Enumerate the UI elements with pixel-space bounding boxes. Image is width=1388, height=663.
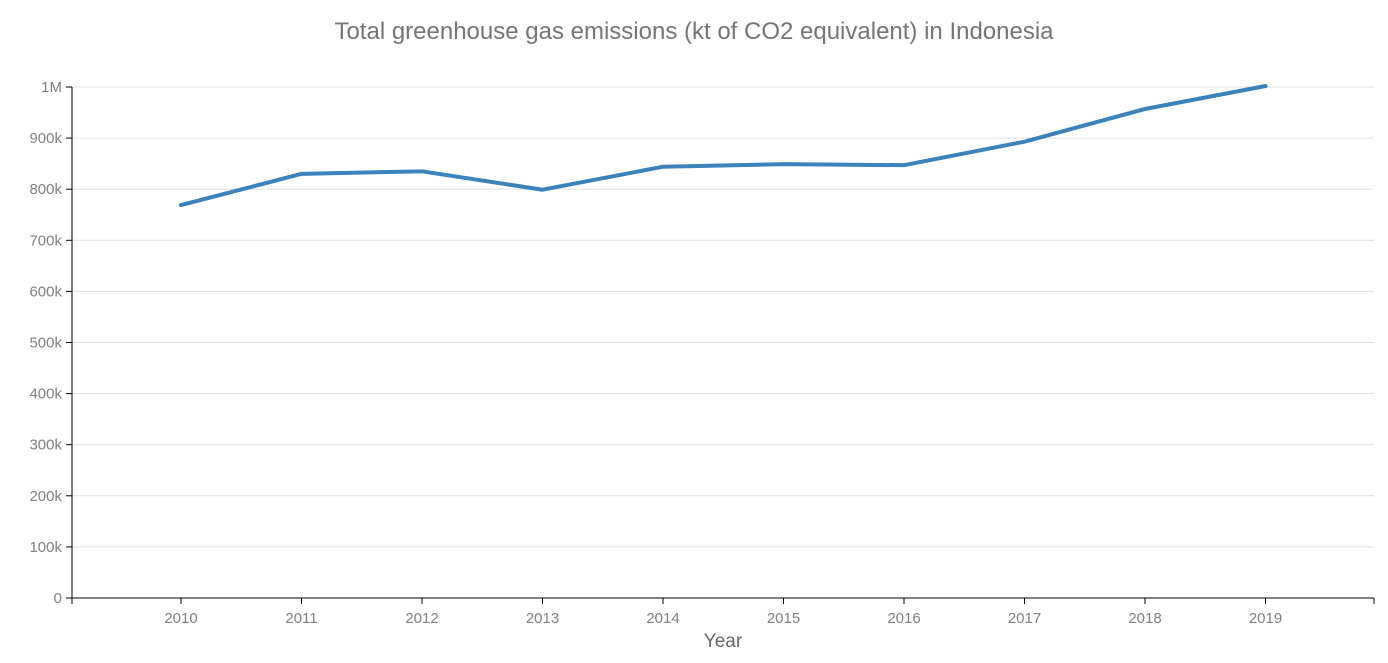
y-tick-label: 700k bbox=[29, 232, 62, 249]
y-tick-label: 100k bbox=[29, 539, 62, 556]
y-tick-label: 800k bbox=[29, 181, 62, 198]
y-tick-label: 900k bbox=[29, 130, 62, 147]
axes: 0 100k 200k 300k 400k 500k 600k 700k 800k 900k 1M 2… bbox=[29, 79, 1375, 627]
y-tick-label: 200k bbox=[29, 488, 62, 505]
y-tick-label: 500k bbox=[29, 335, 62, 352]
y-tick-label: 400k bbox=[29, 386, 62, 403]
x-tick-label: 2016 bbox=[887, 610, 920, 627]
y-tick-label: 300k bbox=[29, 437, 62, 454]
x-tick-label: 2018 bbox=[1128, 610, 1161, 627]
x-tick-label: 2010 bbox=[164, 610, 197, 627]
gridlines bbox=[72, 86, 1374, 548]
x-tick-label: 2019 bbox=[1249, 610, 1282, 627]
series-line bbox=[179, 83, 1268, 208]
x-tick-label: 2014 bbox=[646, 610, 679, 627]
series-layer bbox=[179, 83, 1268, 208]
chart-title: Total greenhouse gas emissions (kt of CO… bbox=[334, 18, 1054, 45]
y-tick-label: 0 bbox=[54, 590, 62, 607]
x-tick-label: 2011 bbox=[285, 610, 317, 627]
x-tick-label: 2015 bbox=[767, 610, 800, 627]
x-tick-label: 2017 bbox=[1008, 610, 1041, 627]
y-tick-label: 600k bbox=[29, 283, 62, 300]
x-axis-title: Year bbox=[704, 631, 743, 652]
x-tick-label: 2013 bbox=[526, 610, 559, 627]
y-tick-label: 1M bbox=[41, 79, 62, 96]
x-tick-label: 2012 bbox=[405, 610, 438, 627]
